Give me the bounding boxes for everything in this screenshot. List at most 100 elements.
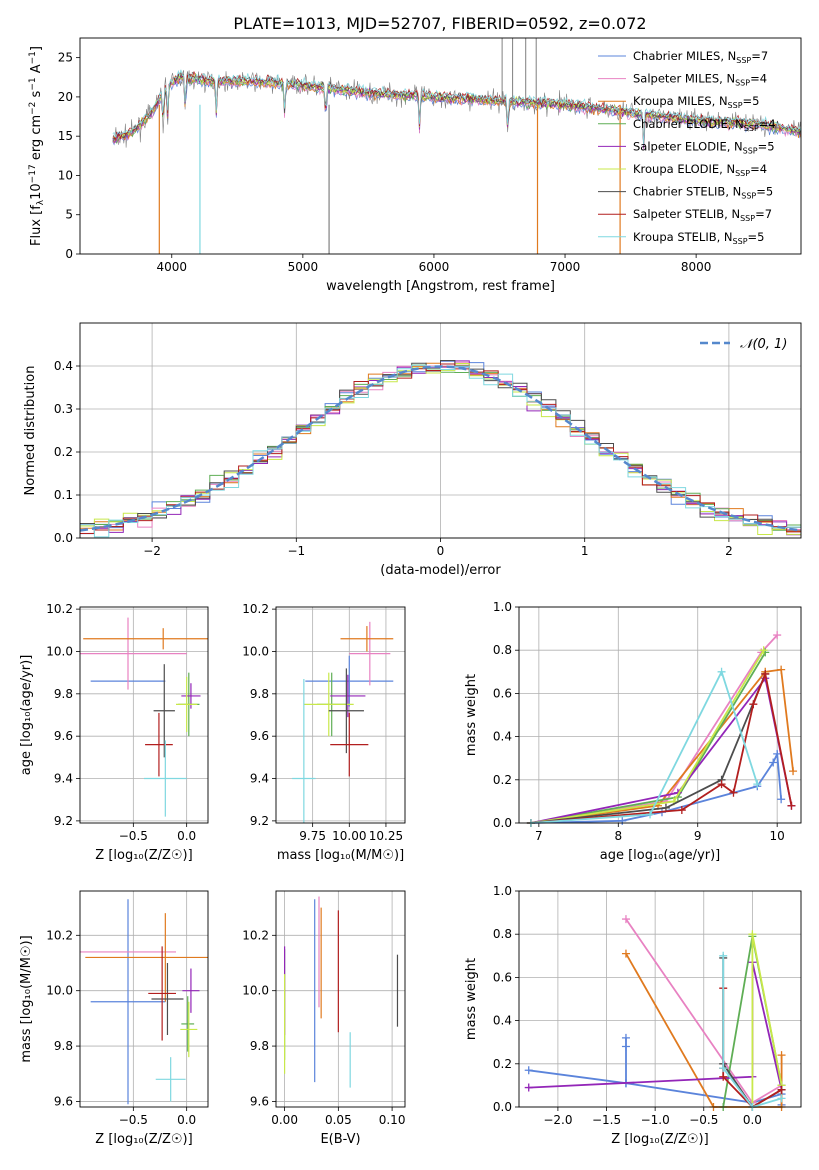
legend-text: Salpeter STELIB, N — [633, 207, 740, 221]
age_vs_Z-panel: −0.5 0.0 9.2 9.4 9.6 9.8 10.0 10.2 Z [log₁₀(Z/Z☉… — [19, 602, 209, 863]
legend-subscript: SSP — [728, 101, 743, 110]
legend-count: =7 — [751, 49, 768, 63]
legend-count: =5 — [758, 139, 775, 153]
y-tick-label: 1.0 — [493, 884, 512, 898]
x-tick-label: 8 — [614, 829, 622, 843]
y-tick-label: 10.2 — [46, 602, 73, 616]
x-axis-label: wavelength [Angstrom, rest frame] — [326, 279, 555, 294]
y-tick-label: 9.8 — [54, 1039, 73, 1053]
mass_vs_ebv-panel: 0.00 0.05 0.10 9.6 9.8 10.0 10.2 E(B-V) — [242, 890, 406, 1147]
legend-text: Salpeter MILES, N — [633, 72, 735, 86]
x-tick-label: 0.00 — [271, 1113, 298, 1127]
y-label-part: s — [29, 90, 44, 101]
y-axis-label: Flux [fλ10−17 erg cm−2 s−1 A−1] — [28, 46, 46, 246]
marker-salpeter_stelib — [729, 788, 738, 797]
legend-text: Kroupa MILES, N — [633, 94, 728, 108]
marker-kroupa_stelib — [719, 951, 728, 960]
marker-kroupa_stelib — [717, 667, 726, 676]
legend-gaussian-label: 𝒩(0, 1) — [740, 337, 787, 352]
legend-label-kroupa_stelib: Kroupa STELIB, NSSP=5 — [633, 230, 764, 246]
x-tick-label: 0 — [437, 544, 445, 558]
y-tick-label: 9.6 — [250, 729, 269, 743]
legend-text: Kroupa STELIB, N — [633, 230, 733, 244]
y-label-part: λ — [36, 199, 46, 205]
axes-frame — [275, 890, 406, 1108]
marker-kroupa_miles — [621, 949, 630, 958]
y-label-part: −1 — [28, 77, 38, 90]
legend-count: =4 — [750, 72, 767, 86]
x-tick-label: 10 — [770, 829, 785, 843]
marker-kroupa_stelib — [646, 810, 655, 819]
axes-frame — [79, 606, 209, 824]
y-tick-label: 15 — [58, 129, 73, 143]
y-tick-label: 10.2 — [242, 928, 269, 942]
mass_weight_vs_Z-lines — [524, 915, 786, 1111]
y-tick-label: 10.0 — [242, 984, 269, 998]
series-line-kroupa_stelib — [530, 669, 759, 824]
y-tick-label: 0.1 — [54, 488, 73, 502]
marker-chabrier_miles — [524, 1066, 533, 1075]
legend-label-kroupa_elodie: Kroupa ELODIE, NSSP=4 — [633, 162, 767, 178]
legend-text: Chabrier MILES, N — [633, 49, 736, 63]
legend-label-chabrier_miles: Chabrier MILES, NSSP=7 — [633, 49, 768, 65]
legend-text: Chabrier STELIB, N — [633, 185, 741, 199]
axes-frame — [79, 890, 209, 1108]
age_vs_mass-panel: 9.75 10.00 10.25 9.2 9.4 9.6 9.8 10.0 10.2 mass [… — [242, 602, 406, 863]
y-tick-label: 10.2 — [242, 602, 269, 616]
x-tick-label: 8000 — [681, 260, 712, 274]
legend-label-kroupa_miles: Kroupa MILES, NSSP=5 — [633, 94, 759, 110]
y-tick-label: 9.6 — [54, 1094, 73, 1108]
marker-salpeter_stelib — [677, 806, 686, 815]
x-axis-label: Z [log₁₀(Z/Z☉)] — [95, 848, 192, 863]
figure-title: PLATE=1013, MJD=52707, FIBERID=0592, z=0… — [233, 14, 646, 33]
y-tick-label: 5 — [65, 208, 73, 222]
y-tick-label: 0.3 — [54, 402, 73, 416]
y-axis-label: age [log₁₀(age/yr)] — [19, 655, 34, 776]
y-tick-label: 9.2 — [54, 814, 73, 828]
x-axis-label: Z [log₁₀(Z/Z☉)] — [95, 1132, 192, 1147]
y-tick-label: 9.8 — [250, 687, 269, 701]
mass_vs_ebv-errorbars — [284, 896, 399, 1088]
x-tick-label: −0.5 — [119, 829, 148, 843]
x-tick-label: 0.0 — [743, 1113, 762, 1127]
residual-histograms — [80, 360, 801, 538]
y-tick-label: 10.2 — [46, 928, 73, 942]
y-tick-label: 9.6 — [250, 1094, 269, 1108]
y-axis-label: mass [log₁₀(M/M☉)] — [19, 935, 34, 1062]
y-tick-label: 9.8 — [250, 1039, 269, 1053]
marker-chabrier_miles — [621, 1033, 630, 1042]
y-label-part: ] — [29, 46, 44, 51]
x-axis-label: (data-model)/error — [380, 563, 501, 578]
marker-salpeter_miles — [773, 631, 782, 640]
x-tick-label: 0.05 — [325, 1113, 352, 1127]
marker-kroupa_stelib — [719, 1064, 728, 1073]
legend-subscript: SSP — [736, 56, 751, 65]
marker-chabrier_miles — [769, 758, 778, 767]
y-tick-label: 9.8 — [54, 687, 73, 701]
y-tick-label: 0.2 — [493, 773, 512, 787]
y-tick-label: 0.2 — [493, 1057, 512, 1071]
marker-chabrier_miles — [777, 795, 786, 804]
marker-kroupa_miles — [777, 1051, 786, 1060]
marker-kroupa_miles — [777, 665, 786, 674]
marker-kroupa_stelib — [753, 780, 762, 789]
y-label-part: −1 — [28, 51, 38, 64]
marker-kroupa_stelib — [777, 1094, 786, 1103]
y-tick-label: 0.6 — [493, 970, 512, 984]
y-tick-label: 10 — [58, 168, 73, 182]
y-tick-label: 20 — [58, 90, 73, 104]
mass_weight_vs_Z-panel: −2.0 −1.5 −1.0 −0.5 0.0 0.0 0.2 0.4 0.6 0.8 1.0 Z [… — [464, 884, 802, 1147]
marker-salpeter_stelib — [787, 801, 796, 810]
marker-salpeter_stelib — [777, 1085, 786, 1094]
gaussian-curve — [80, 365, 801, 532]
y-tick-label: 9.6 — [54, 729, 73, 743]
x-tick-label: 0.0 — [177, 1113, 196, 1127]
y-label-part: −17 — [28, 164, 38, 183]
legend-label-salpeter_elodie: Salpeter ELODIE, NSSP=5 — [633, 139, 775, 155]
legend-subscript: SSP — [735, 169, 750, 178]
residuals-panel: −2 −1 0 1 2 0.0 0.1 0.2 0.3 0.4 (data-model)/error… — [23, 322, 802, 578]
y-label-part: −2 — [28, 102, 38, 115]
y-tick-label: 10.0 — [46, 984, 73, 998]
mass_vs_Z-panel: −0.5 0.0 9.6 9.8 10.0 10.2 Z [log₁₀(Z/Z☉)] mass… — [19, 890, 209, 1147]
